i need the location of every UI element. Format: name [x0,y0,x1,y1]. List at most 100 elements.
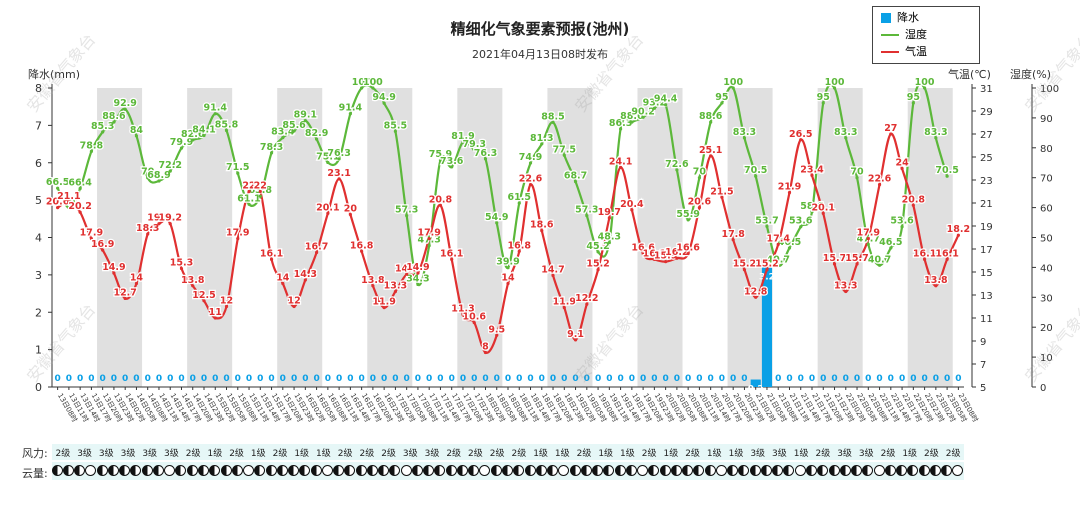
precip-data-label: 0 [595,374,601,384]
temp-point [596,268,600,272]
humidity-point [247,202,251,206]
humidity-data-label: 85.6 [282,120,306,131]
humidity-point [844,136,848,140]
temp-point [506,281,510,286]
humidity-point [101,130,105,134]
temp-data-label: 15.2 [586,259,609,270]
precip-data-label: 0 [899,374,905,384]
humidity-point [630,120,634,124]
temp-data-label: 26.5 [789,129,812,140]
temp-point [89,237,94,241]
precip-swatch [881,13,891,23]
humidity-data-label: 75.9 [429,149,452,160]
wind-value: 2级 [641,449,657,459]
temp-point [877,183,882,187]
temp-data-label: 16.1 [913,248,936,259]
precip-data-label: 0 [358,374,364,384]
temp-point [427,237,431,241]
temp-data-label: 16.2 [665,247,688,258]
temp-data-label: 24 [895,158,909,169]
cloud-cover-icon [907,465,919,476]
cloud-cover-icon [198,465,209,476]
precip-data-label: 0 [888,374,894,384]
precip-data-label: 0 [257,374,263,384]
temp-tick-label: 19 [980,222,993,233]
humidity-data-label: 95 [715,92,728,103]
wind-value: 1级 [706,449,722,459]
temp-data-label: 27 [884,123,897,134]
wind-value: 1级 [294,449,310,459]
legend-item-humidity: 湿度 [881,27,927,43]
temp-point [224,304,229,309]
temp-point [720,195,724,199]
temp-data-label: 15.9 [654,251,677,262]
cloud-cover-icon [333,465,345,476]
humidity-point [168,169,172,173]
temp-data-label: 8 [482,342,489,353]
night-band [97,88,143,387]
temp-point [269,257,274,261]
humidity-data-label: 91.4 [204,103,228,114]
humidity-data-label: 79.3 [462,139,485,150]
temp-data-label: 19.2 [158,213,181,224]
humidity-data-label: 46.5 [778,237,801,248]
temp-point [168,222,172,226]
temp-point [787,191,792,195]
temp-data-label: 20.8 [902,194,926,205]
humidity-data-label: 70.5 [744,165,767,176]
cloud-cover-icon [929,465,941,476]
cloud-cover-icon [704,465,716,476]
wind-value: 3级 [164,449,179,459]
cloud-cover-icon [727,465,739,476]
temp-tick-label: 13 [980,291,993,302]
humidity-point [776,263,780,267]
cloud-cover-icon [760,465,772,476]
temp-point [765,268,769,272]
temp-data-label: 20.1 [316,202,339,213]
temp-data-label: 17.4 [766,233,790,244]
temp-data-label: 16.1 [440,248,463,259]
cloud-cover-icon [580,465,592,476]
cloud-cover-icon [625,465,637,476]
cloud-cover-icon [806,465,817,476]
humidity-data-label: 91.4 [339,103,363,114]
precip-tick-label: 8 [35,82,42,95]
cloud-cover-icon [366,465,378,476]
precip-tick-label: 7 [35,119,42,132]
temp-data-label: 13.3 [384,281,407,292]
humidity-tick-label: 0 [1040,383,1046,394]
humidity-point [224,128,229,133]
humidity-tick-label: 60 [1040,204,1053,215]
wind-value: 1级 [663,449,679,459]
humidity-tick-label: 10 [1040,353,1053,364]
temp-data-label: 23.1 [327,168,350,179]
cloud-cover-icon [74,465,86,476]
humidity-data-label: 83.4 [271,127,295,138]
cloud-cover-icon [851,465,863,476]
humidity-point [832,86,837,90]
wind-value: 1级 [598,449,614,459]
humidity-point [585,214,589,218]
precip-data-label: 0 [190,374,196,384]
cloud-cover-icon [400,465,412,476]
temp-tick-label: 17 [980,245,993,256]
temp-data-label: 12.8 [744,286,768,297]
humidity-point [911,101,915,105]
temp-point [78,210,82,214]
humidity-data-label: 39.9 [496,257,519,268]
temp-point [258,189,262,194]
temp-data-label: 17.8 [721,229,745,240]
precip-data-label: 0 [730,374,736,384]
humidity-point [664,103,668,107]
temp-point [56,206,60,210]
precip-data-label: 0 [336,374,342,384]
temp-data-label: 14.9 [406,262,429,273]
humidity-data-label: 73.6 [440,156,464,167]
cloud-cover-icon [299,465,311,476]
night-band [547,88,593,387]
cloud-cover-icon [558,465,570,476]
precip-data-label: 0 [539,374,545,384]
cloud-cover-icon [648,465,660,476]
wind-value: 2级 [511,449,527,459]
